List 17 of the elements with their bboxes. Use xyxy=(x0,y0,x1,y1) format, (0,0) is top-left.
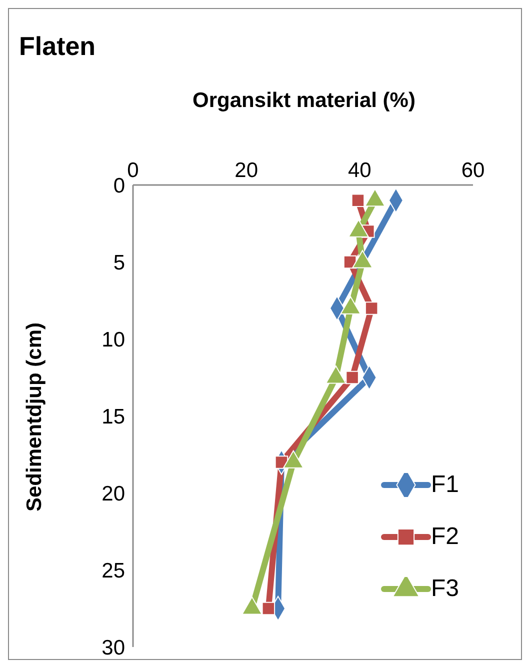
legend-label: F3 xyxy=(431,575,460,603)
x-tick-label: 40 xyxy=(348,159,372,182)
y-tick-label: 10 xyxy=(102,328,125,352)
legend-label: F1 xyxy=(431,471,460,499)
legend-label: F2 xyxy=(431,523,460,551)
chart-title: Flaten xyxy=(19,31,96,62)
y-tick-label: 5 xyxy=(113,251,125,274)
x-axis-title: Organsikt material (%) xyxy=(192,89,416,113)
x-tick-label: 20 xyxy=(234,159,258,182)
x-tick-label: 60 xyxy=(461,159,485,182)
y-tick-label: 25 xyxy=(102,559,125,582)
x-tick-label: 0 xyxy=(127,159,139,182)
y-axis-title: Sedimentdjup (cm) xyxy=(23,322,47,512)
y-tick-label: 0 xyxy=(113,174,125,198)
y-tick-label: 20 xyxy=(102,482,125,506)
y-tick-label: 30 xyxy=(102,636,125,660)
y-tick-label: 15 xyxy=(102,405,125,428)
